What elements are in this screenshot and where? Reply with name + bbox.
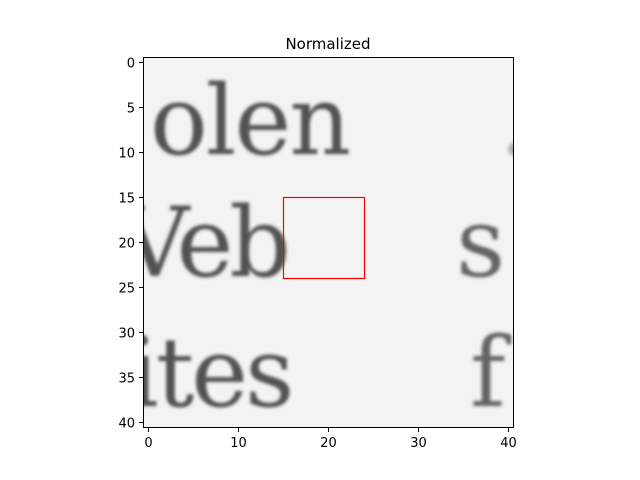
y-tick-label: 40 [118, 417, 135, 432]
y-tick-label: 30 [118, 327, 135, 342]
y-tick-label: 25 [118, 282, 135, 297]
text-line-3-tail: f [470, 317, 512, 429]
y-tick-label: 0 [127, 57, 135, 72]
x-tick-label: 10 [230, 436, 247, 451]
text-line-3: ites [128, 317, 291, 429]
y-tick-label: 15 [118, 192, 135, 207]
image-background [144, 58, 513, 427]
text-line-1-dot: . [499, 65, 530, 177]
highlight-box [282, 196, 366, 280]
text-line-2-tail: s [456, 187, 505, 299]
y-tick-label: 35 [118, 372, 135, 387]
chart-title: Normalized [285, 35, 370, 53]
x-tick-label: 40 [500, 436, 517, 451]
x-tick-label: 0 [144, 436, 152, 451]
y-tick-label: 20 [118, 237, 135, 252]
y-tick-label: 5 [127, 102, 135, 117]
heatmap-image: olen . Veb s ites f [119, 58, 530, 429]
scan-noise-overlay [144, 58, 513, 427]
text-line-2: Veb [119, 187, 287, 299]
text-line-1: olen [150, 65, 349, 177]
y-axis: 0 5 10 15 20 25 30 35 40 [118, 57, 144, 432]
x-tick-label: 30 [410, 436, 427, 451]
x-tick-label: 20 [320, 436, 337, 451]
y-tick-label: 10 [118, 147, 135, 162]
x-axis: 0 10 20 30 40 [144, 427, 517, 451]
